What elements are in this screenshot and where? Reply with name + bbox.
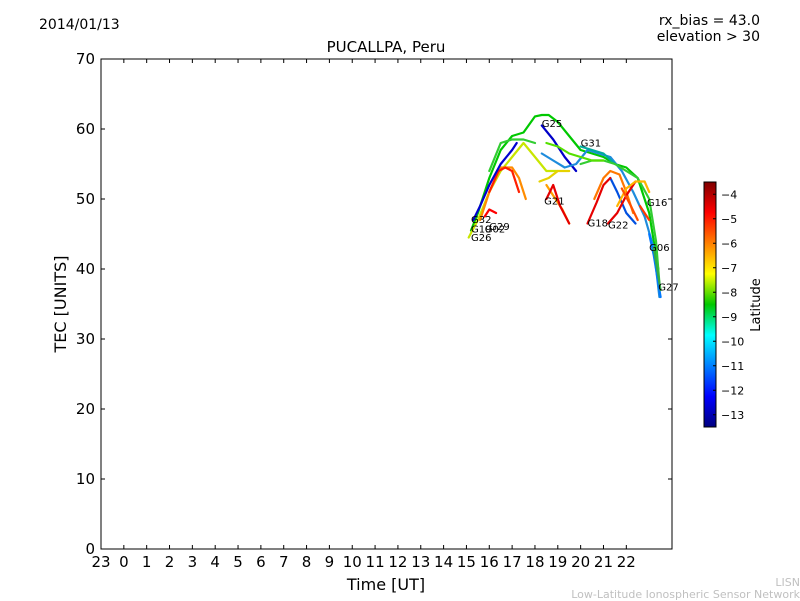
x-tick-label: 10 [343, 553, 362, 571]
y-axis-label: TEC [UNITS] [51, 256, 70, 354]
series-line-g29 [488, 166, 521, 194]
y-tick-label: 40 [76, 260, 95, 278]
colorbar-tick-label: −6 [721, 237, 737, 250]
x-tick-label: 0 [119, 553, 129, 571]
colorbar-tick-label: −11 [721, 360, 744, 373]
colorbar-tick-label: −8 [721, 286, 737, 299]
satellite-label: G06 [649, 243, 669, 254]
satellite-label: G27 [658, 283, 678, 294]
x-tick-label: 21 [594, 553, 613, 571]
x-tick-label: 18 [525, 553, 544, 571]
x-tick-label: 14 [434, 553, 453, 571]
header-date: 2014/01/13 [39, 17, 120, 33]
colorbar-tick-label: −13 [721, 409, 744, 422]
satellite-label: G19 [471, 225, 491, 236]
x-tick-label: 7 [279, 553, 289, 571]
x-tick-label: 11 [366, 553, 385, 571]
y-tick-label: 10 [76, 470, 95, 488]
header-elevation: elevation > 30 [656, 29, 760, 45]
satellite-label: G29 [489, 222, 509, 233]
series-line-g22 [620, 187, 639, 222]
x-tick-label: 16 [480, 553, 499, 571]
series-line-g16 [638, 204, 651, 222]
satellite-label: G18 [587, 218, 607, 229]
series-line-g26 [488, 138, 537, 173]
y-tick-label: 0 [85, 540, 95, 558]
plot-frame [100, 58, 673, 550]
satellite-label: G26 [471, 233, 491, 244]
satellite-label: G16 [647, 198, 667, 209]
x-tick-label: 4 [210, 553, 220, 571]
series-line-g06 [648, 232, 662, 299]
satellite-label: G22 [608, 220, 628, 231]
series-line-g22 [616, 180, 651, 208]
x-tick-label: 1 [142, 553, 152, 571]
footer-org-name: Low-Latitude Ionospheric Sensor Network [571, 588, 800, 601]
x-tick-label: 19 [548, 553, 567, 571]
colorbar-tick-label: −5 [721, 213, 737, 226]
colorbar-tick-label: −12 [721, 384, 744, 397]
colorbar-tick-label: −4 [721, 188, 737, 201]
x-axis-label: Time [UT] [346, 575, 425, 594]
colorbar-tick-label: −9 [721, 311, 737, 324]
x-tick-label: 12 [388, 553, 407, 571]
colorbar-tick-label: −10 [721, 335, 744, 348]
series-line-g26 [467, 141, 559, 239]
series-line-g27 [652, 246, 662, 292]
x-tick-label: 13 [411, 553, 430, 571]
y-tick-label: 60 [76, 120, 95, 138]
satellite-label: G31 [581, 139, 601, 150]
x-tick-label: 3 [188, 553, 198, 571]
satellite-label: G25 [542, 119, 562, 130]
x-tick-label: 5 [233, 553, 243, 571]
x-tick-label: 9 [325, 553, 335, 571]
satellite-label: G32 [471, 215, 491, 226]
x-tick-label: 17 [503, 553, 522, 571]
x-tick-label: 15 [457, 553, 476, 571]
series-line-g18 [586, 176, 612, 225]
colorbar-label: Latitude [749, 278, 764, 332]
y-tick-label: 30 [76, 330, 95, 348]
series-line-g16 [545, 141, 605, 162]
y-tick-label: 50 [76, 190, 95, 208]
satellite-label: G02 [485, 225, 505, 236]
series-line-g21 [545, 183, 571, 225]
x-tick-label: 23 [91, 553, 110, 571]
colorbar-tick-label: −7 [721, 262, 737, 275]
x-tick-label: 2 [165, 553, 175, 571]
header-rx-bias: rx_bias = 43.0 [658, 13, 760, 29]
x-tick-label: 22 [617, 553, 636, 571]
series-line-g25 [469, 113, 660, 271]
x-tick-label: 20 [571, 553, 590, 571]
footer-org-abbrev: LISN [775, 576, 800, 589]
series-line-g31 [579, 145, 616, 166]
series-line-g22 [606, 180, 637, 225]
x-tick-label: 6 [256, 553, 266, 571]
y-tick-label: 20 [76, 400, 95, 418]
chart-title: PUCALLPA, Peru [327, 38, 446, 56]
series-line-g19 [472, 141, 518, 222]
satellite-label: G21 [544, 197, 564, 208]
series-line-g21 [538, 169, 571, 183]
y-tick-label: 70 [76, 50, 95, 68]
x-tick-label: 8 [302, 553, 312, 571]
series-line-g32 [483, 208, 498, 218]
